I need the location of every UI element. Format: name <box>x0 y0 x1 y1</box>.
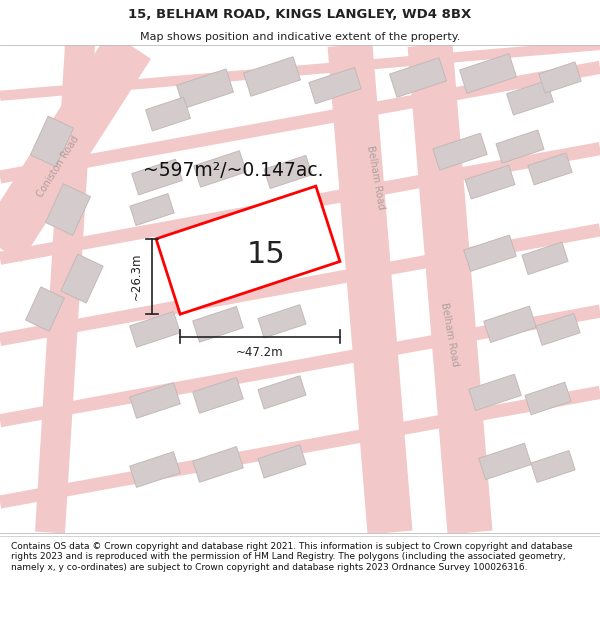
Polygon shape <box>484 306 536 343</box>
Polygon shape <box>264 156 312 189</box>
Polygon shape <box>132 159 182 195</box>
Polygon shape <box>156 186 340 314</box>
Polygon shape <box>536 314 580 345</box>
Text: 15: 15 <box>247 240 286 269</box>
Polygon shape <box>0 31 151 262</box>
Polygon shape <box>464 235 516 271</box>
Polygon shape <box>46 184 91 235</box>
Polygon shape <box>130 194 174 226</box>
Polygon shape <box>26 287 64 331</box>
Polygon shape <box>407 43 493 534</box>
Polygon shape <box>130 452 180 488</box>
Polygon shape <box>496 130 544 163</box>
Polygon shape <box>433 133 487 170</box>
Text: 15, BELHAM ROAD, KINGS LANGLEY, WD4 8BX: 15, BELHAM ROAD, KINGS LANGLEY, WD4 8BX <box>128 8 472 21</box>
Polygon shape <box>194 151 246 187</box>
Text: ~47.2m: ~47.2m <box>236 346 284 359</box>
Polygon shape <box>525 382 571 414</box>
Polygon shape <box>258 304 306 338</box>
Polygon shape <box>531 451 575 482</box>
Polygon shape <box>0 304 600 428</box>
Polygon shape <box>193 306 243 342</box>
Polygon shape <box>176 69 233 108</box>
Polygon shape <box>258 445 306 478</box>
Polygon shape <box>0 223 600 346</box>
Text: Belham Road: Belham Road <box>365 144 386 210</box>
Polygon shape <box>61 254 103 303</box>
Text: Map shows position and indicative extent of the property.: Map shows position and indicative extent… <box>140 32 460 43</box>
Polygon shape <box>309 68 361 104</box>
Polygon shape <box>460 54 517 93</box>
Text: Belham Road: Belham Road <box>439 302 461 368</box>
Polygon shape <box>31 116 74 167</box>
Text: ~597m²/~0.147ac.: ~597m²/~0.147ac. <box>143 161 323 180</box>
Polygon shape <box>469 374 521 411</box>
Polygon shape <box>244 57 301 96</box>
Polygon shape <box>258 376 306 409</box>
Polygon shape <box>35 44 95 534</box>
Polygon shape <box>522 242 568 274</box>
Polygon shape <box>0 386 600 509</box>
Text: Coniston Road: Coniston Road <box>35 134 81 199</box>
Polygon shape <box>506 81 553 115</box>
Polygon shape <box>479 443 531 479</box>
Polygon shape <box>465 165 515 199</box>
Polygon shape <box>389 58 446 98</box>
Polygon shape <box>146 97 190 131</box>
Polygon shape <box>539 62 581 93</box>
Text: Contains OS data © Crown copyright and database right 2021. This information is : Contains OS data © Crown copyright and d… <box>11 542 572 571</box>
Polygon shape <box>130 382 180 418</box>
Text: ~26.3m: ~26.3m <box>130 253 143 300</box>
Polygon shape <box>193 378 243 413</box>
Polygon shape <box>0 61 600 184</box>
Polygon shape <box>130 311 180 348</box>
Polygon shape <box>0 40 600 101</box>
Polygon shape <box>328 43 412 534</box>
Polygon shape <box>193 447 243 482</box>
Polygon shape <box>0 142 600 265</box>
Polygon shape <box>528 153 572 185</box>
